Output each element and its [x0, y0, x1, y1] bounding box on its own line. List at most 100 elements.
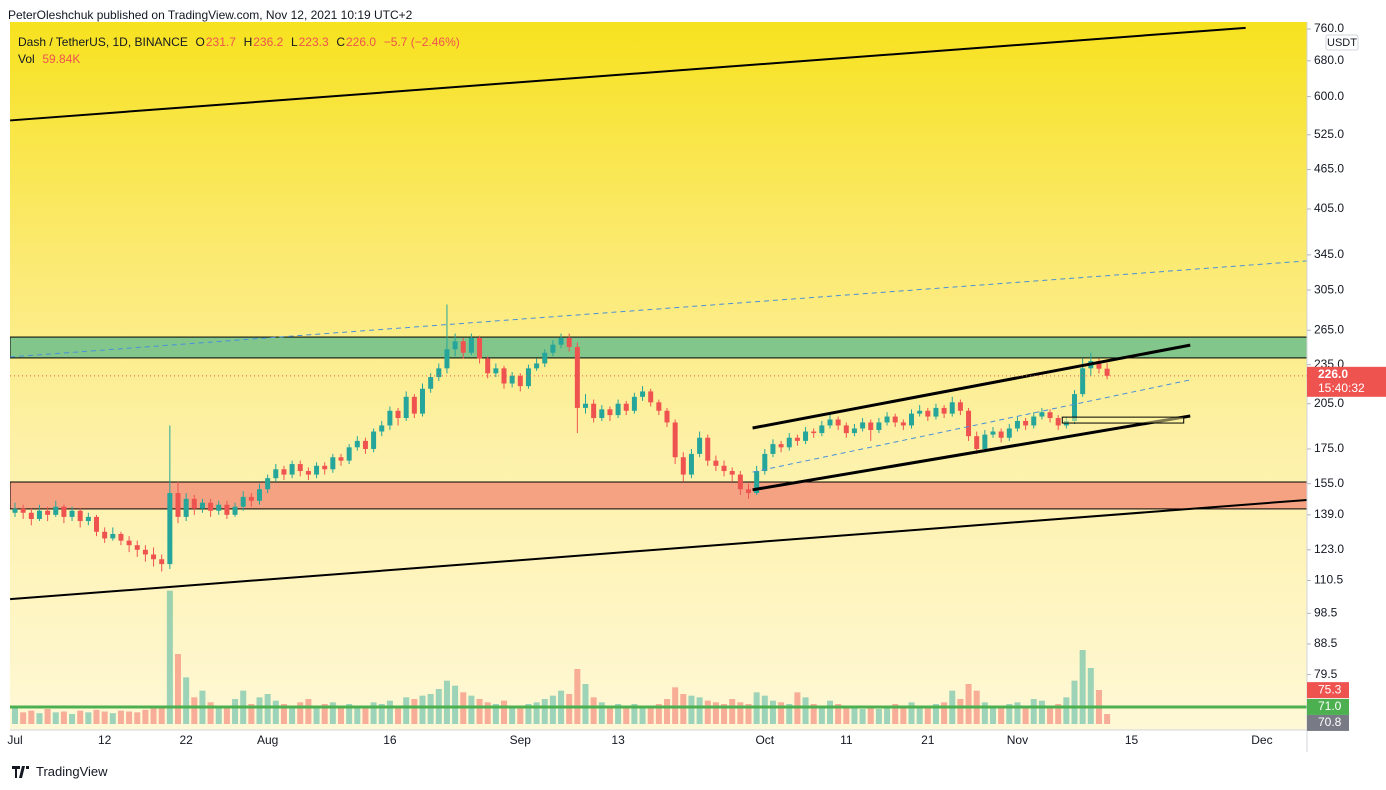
y-tick-label: 305.0	[1314, 282, 1344, 296]
high-value: 236.2	[253, 35, 284, 49]
y-tick-label: 465.0	[1314, 162, 1344, 176]
candle-body	[411, 396, 417, 414]
volume-bar	[427, 694, 434, 724]
candle-body	[957, 402, 963, 411]
candle-body	[53, 506, 59, 515]
candle-body	[1080, 368, 1086, 395]
candle-body	[884, 416, 890, 423]
candle-body	[12, 508, 18, 513]
volume-bar	[272, 700, 279, 724]
candle-body	[493, 368, 499, 374]
candle-body	[705, 437, 711, 461]
y-tick-label: 600.0	[1314, 89, 1344, 103]
volume-bar	[827, 700, 833, 724]
volume-bar	[248, 704, 255, 724]
candle-body	[517, 375, 523, 387]
candle-body	[574, 346, 580, 408]
volume-bar	[900, 707, 907, 724]
unit-label: USDT	[1327, 37, 1357, 49]
x-tick-label: Dec	[1251, 733, 1272, 747]
candle-body	[998, 431, 1004, 438]
volume-bar	[941, 702, 948, 724]
volume-bar	[533, 702, 540, 724]
candle-body	[786, 437, 792, 448]
candle-body	[509, 375, 515, 384]
candle-body	[860, 422, 866, 429]
candle-body	[746, 489, 751, 494]
candle-body	[664, 410, 670, 423]
volume-bar	[492, 704, 499, 724]
candle-body	[892, 416, 898, 423]
candle-body	[403, 396, 409, 419]
axes: 760.0 680.0 600.0 525.0 465.0 405.0 345.0 305.0…	[7, 21, 1386, 747]
volume-bar	[158, 705, 165, 724]
price-marker-label: 71.0	[1318, 699, 1342, 713]
candle-body	[754, 471, 760, 494]
volume-bar	[313, 707, 320, 724]
volume-bar	[166, 590, 173, 724]
candle-body	[69, 510, 75, 517]
ohlc-letter: O	[195, 35, 205, 49]
candle-body	[102, 531, 108, 539]
volume-bar	[419, 695, 426, 724]
zone	[10, 336, 1307, 359]
volume-bar	[981, 702, 988, 724]
x-tick-label: 22	[179, 733, 193, 747]
volume-bar	[843, 705, 850, 724]
volume-bar	[875, 709, 882, 724]
volume-bar	[297, 702, 304, 724]
symbol: Dash / TetherUS, 1D, BINANCE	[18, 35, 188, 49]
volume-bar	[362, 707, 369, 724]
y-tick-label: 760.0	[1314, 21, 1344, 35]
volume-title: Vol	[18, 52, 35, 66]
y-tick-label: 525.0	[1314, 127, 1344, 141]
candle-body	[240, 496, 246, 507]
candle-body	[305, 471, 311, 475]
price-marker-tag	[1307, 682, 1349, 699]
y-tick-label: 123.0	[1314, 542, 1344, 556]
low-value: 223.3	[298, 35, 329, 49]
change: −5.7 (−2.46%)	[383, 35, 460, 49]
volume-bar	[729, 699, 736, 724]
x-tick-label: Oct	[755, 733, 774, 747]
volume-bar	[908, 702, 915, 724]
volume-bar	[12, 708, 18, 724]
volume-bar	[321, 704, 328, 724]
volume-bar	[598, 702, 605, 724]
candle-body	[990, 431, 996, 435]
candle-body	[680, 457, 686, 475]
volume-bar	[403, 697, 410, 724]
volume-bar	[639, 705, 646, 724]
volume-bar	[990, 705, 996, 724]
ohlc-letter: C	[336, 35, 345, 49]
candle-body	[566, 337, 572, 347]
candle-body	[697, 437, 703, 454]
ohlc-letter: L	[290, 35, 298, 49]
y-tick-label: 98.5	[1314, 605, 1338, 619]
candle-body	[379, 425, 385, 432]
candle-body	[925, 410, 931, 417]
candle-body	[803, 431, 809, 441]
candle-body	[167, 493, 173, 565]
candle-body	[1014, 420, 1020, 429]
candle-body	[811, 431, 817, 434]
volume-bar	[386, 700, 393, 724]
candle-body	[338, 457, 344, 461]
volume-bar	[468, 695, 475, 724]
volume-bar	[77, 710, 84, 724]
volume-bar	[256, 697, 263, 724]
volume-bar	[664, 699, 670, 724]
volume-bar	[395, 705, 402, 724]
candle-body	[762, 453, 768, 472]
candle-body	[1096, 361, 1102, 369]
candle-body	[126, 540, 132, 546]
candle-body	[631, 396, 637, 411]
candle-body	[1039, 412, 1045, 417]
volume-bar	[590, 697, 597, 724]
candle-body	[77, 510, 83, 522]
volume-bar	[142, 709, 149, 724]
candle-body	[452, 341, 458, 350]
y-tick-label: 680.0	[1314, 53, 1344, 67]
volume-bar	[737, 702, 744, 724]
candle-body	[444, 349, 450, 369]
